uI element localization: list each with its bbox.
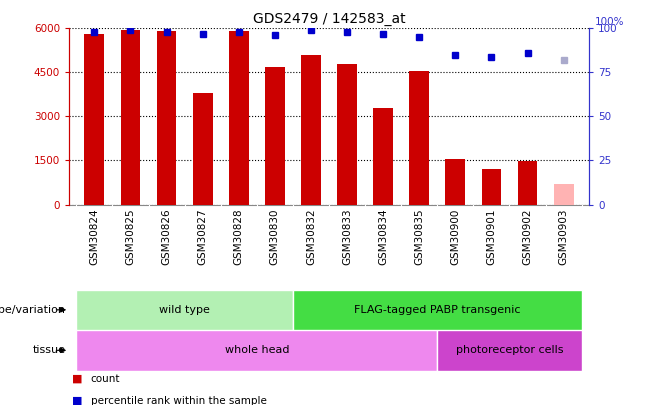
Text: count: count <box>91 374 120 384</box>
Bar <box>76 330 438 371</box>
Text: whole head: whole head <box>224 345 289 355</box>
Bar <box>554 184 574 205</box>
Text: GSM30826: GSM30826 <box>162 209 172 265</box>
Text: tissue: tissue <box>33 345 66 355</box>
Text: GSM30903: GSM30903 <box>559 209 569 265</box>
Bar <box>76 290 293 330</box>
Bar <box>193 93 213 205</box>
Text: 100%: 100% <box>594 17 624 27</box>
Text: photoreceptor cells: photoreceptor cells <box>456 345 563 355</box>
Text: GSM30832: GSM30832 <box>306 209 316 265</box>
Bar <box>301 55 321 205</box>
Text: GSM30830: GSM30830 <box>270 209 280 265</box>
Bar <box>482 169 501 205</box>
Bar <box>265 66 285 205</box>
Text: ■: ■ <box>72 374 83 384</box>
Bar <box>120 30 140 205</box>
Bar <box>409 71 429 205</box>
Text: GSM30834: GSM30834 <box>378 209 388 265</box>
Bar <box>438 330 582 371</box>
Bar <box>84 34 104 205</box>
Bar <box>157 31 176 205</box>
Bar <box>518 161 538 205</box>
Text: GSM30824: GSM30824 <box>89 209 99 265</box>
Text: GSM30900: GSM30900 <box>450 209 461 265</box>
Bar <box>337 64 357 205</box>
Bar <box>293 290 582 330</box>
Text: genotype/variation: genotype/variation <box>0 305 66 315</box>
Text: ■: ■ <box>72 396 83 405</box>
Text: GSM30902: GSM30902 <box>522 209 532 265</box>
Bar <box>229 31 249 205</box>
Text: wild type: wild type <box>159 305 210 315</box>
Text: GSM30833: GSM30833 <box>342 209 352 265</box>
Text: FLAG-tagged PABP transgenic: FLAG-tagged PABP transgenic <box>354 305 520 315</box>
Title: GDS2479 / 142583_at: GDS2479 / 142583_at <box>253 12 405 26</box>
Text: GSM30827: GSM30827 <box>197 209 208 265</box>
Text: GSM30828: GSM30828 <box>234 209 243 265</box>
Text: GSM30901: GSM30901 <box>486 209 496 265</box>
Bar <box>445 159 465 205</box>
Bar <box>373 108 393 205</box>
Text: GSM30825: GSM30825 <box>126 209 136 265</box>
Text: GSM30835: GSM30835 <box>415 209 424 265</box>
Text: percentile rank within the sample: percentile rank within the sample <box>91 396 266 405</box>
